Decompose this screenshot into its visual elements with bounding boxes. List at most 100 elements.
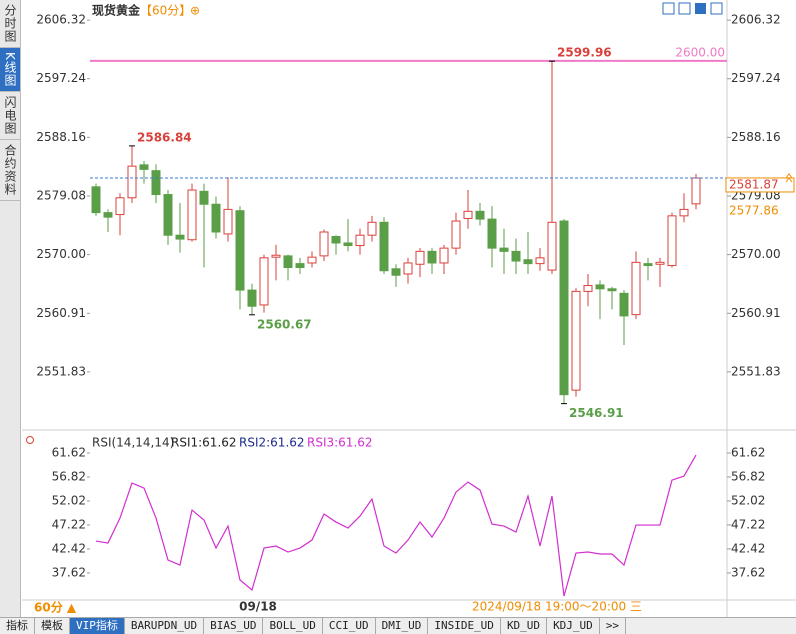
candle-body <box>487 218 497 249</box>
bottom-tab[interactable]: >> <box>600 618 627 634</box>
bottom-tab[interactable]: BOLL_UD <box>263 618 323 634</box>
y-tick-label-right: 61.62 <box>731 445 765 459</box>
bottom-tab[interactable]: KDJ_UD <box>547 618 600 634</box>
y-tick-label-right: 2560.91 <box>731 306 781 320</box>
candle-body <box>571 290 581 391</box>
side-tabs: 分时图 K线图 闪电图 合约资料 <box>0 0 21 617</box>
x-tick-label: 09/18 <box>239 600 277 614</box>
extreme-label: 2560.67 <box>257 317 312 331</box>
y-tick-label-right: 47.22 <box>731 517 765 531</box>
y-tick-label-right: 37.62 <box>731 565 765 579</box>
y-tick-label-right: 56.82 <box>731 469 765 483</box>
candle-body <box>163 194 173 236</box>
candle-body <box>283 255 293 268</box>
candle-body <box>115 197 125 216</box>
candle-body <box>547 221 557 271</box>
y-tick-label-left: 2606.32 <box>36 13 86 27</box>
bottom-tab[interactable]: 模板 <box>35 618 70 634</box>
candle-body <box>151 170 161 196</box>
bottom-tab[interactable]: CCI_UD <box>323 618 376 634</box>
bottom-tab[interactable]: 指标 <box>0 618 35 634</box>
y-tick-label-right: 42.42 <box>731 541 765 555</box>
candle-body <box>367 221 377 236</box>
candle-body <box>691 177 701 205</box>
legend-entry: RSI2:61.62 <box>239 436 305 450</box>
candle-body <box>175 234 185 240</box>
candle-body <box>307 256 317 264</box>
side-tab[interactable]: 分时图 <box>0 0 20 48</box>
candle-body <box>343 242 353 247</box>
toolbar-icons[interactable] <box>662 2 723 15</box>
bottom-tab[interactable]: KD_UD <box>501 618 548 634</box>
last-price-box <box>725 177 795 193</box>
extreme-label: 2546.91 <box>569 406 624 420</box>
candle-body <box>415 250 425 265</box>
y-tick-label-left: 2560.91 <box>36 306 86 320</box>
bottom-tab[interactable]: BARUPDN_UD <box>125 618 205 634</box>
candle-body <box>199 190 209 205</box>
candle-body <box>451 220 461 249</box>
reference-label: 2600.00 <box>675 45 725 59</box>
candle-body <box>619 292 629 317</box>
bottom-tab[interactable]: VIP指标 <box>70 618 125 634</box>
candle-body <box>271 254 281 258</box>
candle-body <box>679 208 689 217</box>
y-tick-label-left: 47.22 <box>52 517 86 531</box>
y-tick-label-left: 42.42 <box>52 541 86 555</box>
bottom-tab[interactable]: DMI_UD <box>376 618 429 634</box>
candle-body <box>103 212 113 218</box>
legend-entry: RSI3:61.62 <box>307 436 373 450</box>
y-tick-label-right: 2606.32 <box>731 13 781 27</box>
rsi-icon[interactable] <box>26 436 34 444</box>
candle-body <box>295 263 305 268</box>
candle-body <box>379 221 389 272</box>
rsi-title: RSI(14,14,14) <box>92 436 174 450</box>
y-tick-label-left: 2579.08 <box>36 188 86 202</box>
last-price-label: 2581.87 <box>729 177 779 191</box>
chart-title: 现货黄金 <box>92 3 141 18</box>
period[interactable]: 【60分】 <box>140 4 191 18</box>
y-tick-label-right: 52.02 <box>731 493 765 507</box>
candle-body <box>403 262 413 275</box>
side-tab[interactable]: K线图 <box>0 48 20 92</box>
candle-body <box>499 247 509 252</box>
y-tick-label-right: 2597.24 <box>731 71 781 85</box>
side-tab[interactable]: 合约资料 <box>0 140 20 201</box>
candle-body <box>511 250 521 262</box>
y-tick-label-left: 52.02 <box>52 493 86 507</box>
title-icon[interactable]: ⊕ <box>190 4 200 18</box>
candle-body <box>319 231 329 257</box>
bottom-tabs: 指标 模板 VIP指标 BARUPDN_UD BIAS_UD BOLL_UD CCI_UD D… <box>0 617 796 634</box>
side-tab[interactable]: 闪电图 <box>0 92 20 140</box>
candle-body <box>631 261 641 316</box>
candle-body <box>223 208 233 235</box>
time-label: 2024/09/18 19:00～20:00 三 <box>472 600 642 614</box>
candle-body <box>331 236 341 244</box>
y-tick-label-left: 2588.16 <box>36 130 86 144</box>
extreme-label: 2586.84 <box>137 130 192 144</box>
candle-body <box>463 210 473 219</box>
y-tick-label-right: 2588.16 <box>731 130 781 144</box>
chart: 现货黄金 【60分】 ⊕ RSI(14,14,14) 60分 ▲ 2024/09… <box>22 0 796 617</box>
candle-body <box>643 263 653 267</box>
candle-body <box>559 220 569 396</box>
legend-entry: RSI1:61.62 <box>171 436 237 450</box>
y-tick-label-right: 2570.00 <box>731 247 781 261</box>
candle-body <box>523 259 533 265</box>
y-tick-label-right: 2551.83 <box>731 364 781 378</box>
bottom-tab[interactable]: BIAS_UD <box>204 618 264 634</box>
candle-body <box>355 234 365 247</box>
period-button[interactable]: 60分 ▲ <box>34 600 77 615</box>
candle-body <box>187 189 197 241</box>
bottom-tab[interactable]: INSIDE_UD <box>428 618 501 634</box>
candle-body <box>247 289 257 307</box>
candle-body <box>427 250 437 264</box>
y-tick-label-left: 37.62 <box>52 565 86 579</box>
candle-body <box>535 257 545 265</box>
candle-body <box>655 261 665 265</box>
candle-body <box>595 284 605 290</box>
y-tick-label-left: 61.62 <box>52 445 86 459</box>
y-tick-label-left: 2551.83 <box>36 364 86 378</box>
rsi-line <box>95 454 697 597</box>
